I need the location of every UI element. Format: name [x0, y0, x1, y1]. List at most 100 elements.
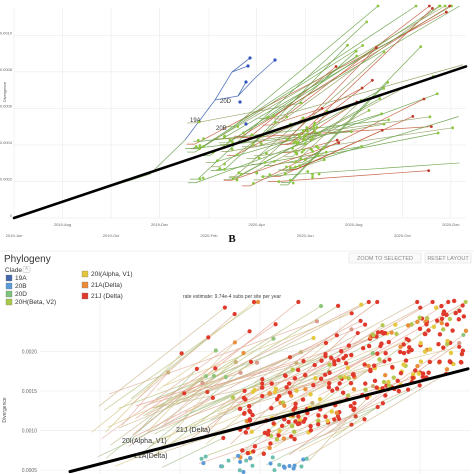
reset-layout-button[interactable]: RESET LAYOUT: [424, 252, 472, 264]
legend-item[interactable]: 20D: [5, 290, 27, 298]
tip-point: [363, 381, 368, 386]
tip-point: [453, 310, 458, 316]
tip-point: [285, 137, 289, 141]
tree-branch: [256, 390, 333, 457]
tip-point: [323, 340, 329, 346]
tip-point: [426, 328, 431, 333]
tip-point: [306, 170, 310, 173]
tree-branch: [274, 5, 430, 120]
tip-point: [241, 350, 246, 356]
tip-point: [202, 145, 206, 148]
tip-point: [323, 354, 328, 359]
tip-point: [383, 372, 388, 378]
panel-a-gridlines: [13, 8, 466, 219]
y-tick-label: 0.0010: [0, 30, 13, 35]
tip-point: [298, 164, 302, 168]
tree-branch: [203, 352, 244, 388]
tip-point: [380, 323, 385, 328]
tip-point: [401, 362, 406, 367]
tree-branch: [153, 360, 304, 435]
tip-point: [366, 343, 372, 349]
tree-branch: [180, 356, 291, 401]
panel-b-y-axis-label: Divergence: [2, 397, 8, 423]
tree-branch: [205, 335, 338, 445]
tip-point: [287, 464, 292, 469]
tip-point: [281, 436, 287, 441]
tip-point: [286, 381, 292, 386]
y-tick-label: 0: [10, 213, 13, 218]
tip-point: [260, 393, 265, 399]
tip-point: [198, 144, 202, 147]
tip-point: [346, 43, 349, 47]
tip-point: [327, 362, 332, 367]
legend-item[interactable]: 19A: [5, 274, 27, 282]
tip-point: [308, 392, 313, 397]
tip-point: [362, 417, 367, 422]
panel-b: Phylogeny ZOOM TO SELECTED RESET LAYOUT …: [0, 250, 474, 474]
tip-point: [243, 397, 248, 402]
tip-point: [351, 373, 356, 378]
tip-point: [419, 45, 423, 49]
tip-point: [318, 132, 321, 136]
tip-point: [221, 435, 226, 441]
tip-point: [298, 350, 304, 355]
x-tick-label: 2020-Jun: [297, 233, 314, 238]
tip-point: [285, 115, 289, 119]
tip-point: [439, 320, 444, 326]
tip-point: [439, 303, 444, 309]
tip-point: [291, 146, 294, 150]
tip-point: [379, 341, 384, 346]
tip-point: [299, 157, 303, 161]
tree-branch: [214, 59, 276, 101]
tip-point: [463, 299, 468, 305]
legend-item[interactable]: 21A(Delta): [81, 281, 122, 289]
tip-point: [267, 445, 272, 451]
tip-point: [393, 322, 398, 327]
tip-point: [383, 393, 388, 398]
tip-point: [238, 100, 242, 104]
clade-label: 19A: [190, 118, 201, 124]
panel-a-tips: [194, 4, 455, 185]
tip-point: [431, 324, 437, 330]
tip-point: [230, 147, 234, 151]
reset-button-label: RESET LAYOUT: [427, 256, 469, 262]
tip-point: [247, 408, 252, 414]
tip-point: [430, 299, 435, 305]
tip-point: [437, 359, 442, 364]
tip-point: [273, 58, 277, 62]
tip-point: [368, 368, 373, 374]
tip-point: [247, 418, 253, 423]
legend-swatch: [81, 292, 89, 300]
tip-point: [415, 319, 420, 325]
zoom-to-selected-button[interactable]: ZOOM TO SELECTED: [348, 252, 422, 264]
legend-item[interactable]: 21J (Delta): [81, 292, 123, 300]
tip-point: [318, 376, 324, 382]
tip-point: [360, 145, 364, 148]
tree-branch: [220, 116, 430, 145]
tip-point: [460, 348, 466, 353]
tip-point: [437, 332, 443, 337]
tree-branch: [205, 113, 382, 163]
tip-point: [327, 370, 332, 376]
tip-point: [394, 331, 399, 337]
tip-point: [316, 418, 321, 424]
panel-b-tips: [166, 298, 469, 474]
legend-swatch: [5, 274, 13, 282]
tip-point: [332, 417, 337, 422]
legend-item[interactable]: 20I(Alpha, V1): [81, 270, 133, 278]
tip-point: [334, 65, 338, 68]
legend-label: 20D: [15, 291, 27, 298]
tip-point: [370, 351, 375, 356]
tip-point: [182, 391, 187, 396]
tip-point: [380, 401, 385, 406]
tip-point: [301, 359, 306, 364]
tip-point: [301, 419, 306, 424]
tip-point: [311, 173, 314, 176]
legend-item[interactable]: 20H(Beta, V2): [5, 298, 56, 306]
legend-item[interactable]: 20B: [5, 282, 27, 290]
tip-point: [303, 142, 307, 146]
tip-point: [372, 378, 378, 384]
tip-point: [337, 381, 342, 386]
legend-toggle[interactable]: Clade ^: [5, 266, 31, 275]
